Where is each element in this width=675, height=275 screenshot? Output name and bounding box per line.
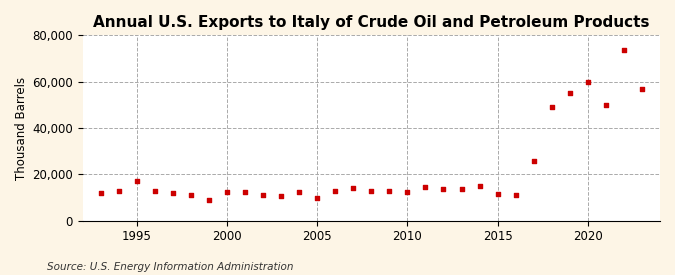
Y-axis label: Thousand Barrels: Thousand Barrels xyxy=(15,76,28,180)
Point xyxy=(384,188,395,193)
Point xyxy=(204,198,215,202)
Point xyxy=(618,48,629,53)
Point xyxy=(95,191,106,195)
Point xyxy=(366,188,377,193)
Point xyxy=(510,193,521,197)
Title: Annual U.S. Exports to Italy of Crude Oil and Petroleum Products: Annual U.S. Exports to Italy of Crude Oi… xyxy=(93,15,649,30)
Point xyxy=(637,86,647,91)
Point xyxy=(221,189,232,194)
Point xyxy=(456,187,467,192)
Point xyxy=(312,196,323,200)
Point xyxy=(149,188,160,193)
Point xyxy=(474,184,485,188)
Point xyxy=(402,189,413,194)
Point xyxy=(546,105,557,109)
Point xyxy=(438,187,449,192)
Point xyxy=(583,79,593,84)
Point xyxy=(167,191,178,195)
Point xyxy=(275,194,286,199)
Point xyxy=(564,91,575,95)
Point xyxy=(186,193,196,197)
Point xyxy=(348,186,358,191)
Point xyxy=(330,188,341,193)
Point xyxy=(420,185,431,189)
Point xyxy=(492,192,503,196)
Point xyxy=(113,188,124,193)
Point xyxy=(258,193,269,197)
Point xyxy=(240,189,250,194)
Text: Source: U.S. Energy Information Administration: Source: U.S. Energy Information Administ… xyxy=(47,262,294,272)
Point xyxy=(132,179,142,184)
Point xyxy=(294,189,304,194)
Point xyxy=(601,103,612,107)
Point xyxy=(529,158,539,163)
